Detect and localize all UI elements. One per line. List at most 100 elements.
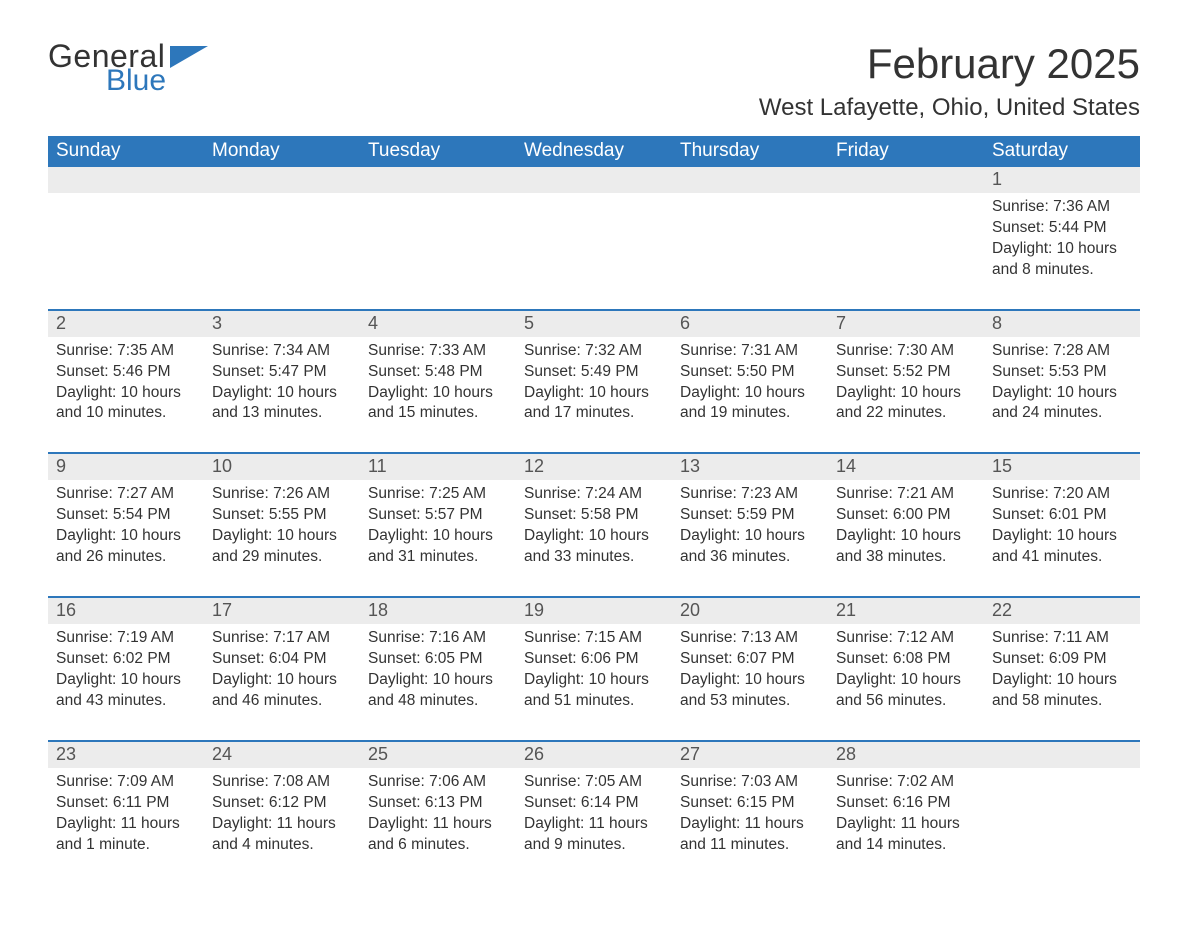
day-sunset: Sunset: 5:49 PM [524, 362, 664, 383]
day-cell: Sunrise: 7:35 AMSunset: 5:46 PMDaylight:… [48, 337, 204, 435]
day-cell: Sunrise: 7:24 AMSunset: 5:58 PMDaylight:… [516, 480, 672, 578]
day-cells-row: Sunrise: 7:09 AMSunset: 6:11 PMDaylight:… [48, 768, 1140, 866]
day-daylight1: Daylight: 10 hours [992, 383, 1132, 404]
day-sunset: Sunset: 6:09 PM [992, 649, 1132, 670]
day-sunset: Sunset: 6:04 PM [212, 649, 352, 670]
day-daylight1: Daylight: 10 hours [368, 526, 508, 547]
day-cell: Sunrise: 7:12 AMSunset: 6:08 PMDaylight:… [828, 624, 984, 722]
day-cells-row: Sunrise: 7:19 AMSunset: 6:02 PMDaylight:… [48, 624, 1140, 722]
day-daylight2: and 4 minutes. [212, 835, 352, 856]
day-cell: Sunrise: 7:31 AMSunset: 5:50 PMDaylight:… [672, 337, 828, 435]
day-sunrise: Sunrise: 7:33 AM [368, 341, 508, 362]
calendar: Sunday Monday Tuesday Wednesday Thursday… [48, 136, 1140, 865]
day-daylight2: and 8 minutes. [992, 260, 1132, 281]
day-cell: Sunrise: 7:26 AMSunset: 5:55 PMDaylight:… [204, 480, 360, 578]
day-sunrise: Sunrise: 7:15 AM [524, 628, 664, 649]
day-number: 8 [984, 311, 1140, 337]
brand-word2: Blue [106, 66, 166, 96]
calendar-week: 232425262728Sunrise: 7:09 AMSunset: 6:11… [48, 740, 1140, 866]
weekday-header-row: Sunday Monday Tuesday Wednesday Thursday… [48, 136, 1140, 167]
day-daylight1: Daylight: 10 hours [56, 526, 196, 547]
day-daylight2: and 46 minutes. [212, 691, 352, 712]
day-number: 25 [360, 742, 516, 768]
calendar-week: 16171819202122Sunrise: 7:19 AMSunset: 6:… [48, 596, 1140, 722]
day-cell: Sunrise: 7:36 AMSunset: 5:44 PMDaylight:… [984, 193, 1140, 291]
day-sunrise: Sunrise: 7:06 AM [368, 772, 508, 793]
day-number [672, 167, 828, 193]
weekday-header: Monday [204, 136, 360, 167]
weekday-header: Thursday [672, 136, 828, 167]
day-sunrise: Sunrise: 7:02 AM [836, 772, 976, 793]
day-cell: Sunrise: 7:03 AMSunset: 6:15 PMDaylight:… [672, 768, 828, 866]
day-cell: Sunrise: 7:09 AMSunset: 6:11 PMDaylight:… [48, 768, 204, 866]
day-sunset: Sunset: 5:58 PM [524, 505, 664, 526]
day-cells-row: Sunrise: 7:27 AMSunset: 5:54 PMDaylight:… [48, 480, 1140, 578]
day-sunrise: Sunrise: 7:08 AM [212, 772, 352, 793]
calendar-week: 2345678Sunrise: 7:35 AMSunset: 5:46 PMDa… [48, 309, 1140, 435]
day-number: 27 [672, 742, 828, 768]
month-title: February 2025 [759, 40, 1140, 88]
day-daylight1: Daylight: 10 hours [56, 383, 196, 404]
day-daylight2: and 6 minutes. [368, 835, 508, 856]
day-daylight1: Daylight: 10 hours [56, 670, 196, 691]
day-sunset: Sunset: 5:53 PM [992, 362, 1132, 383]
day-cell: Sunrise: 7:19 AMSunset: 6:02 PMDaylight:… [48, 624, 204, 722]
day-daylight2: and 13 minutes. [212, 403, 352, 424]
day-daylight2: and 1 minute. [56, 835, 196, 856]
day-daylight2: and 31 minutes. [368, 547, 508, 568]
day-number-strip: 232425262728 [48, 742, 1140, 768]
day-number: 3 [204, 311, 360, 337]
day-daylight1: Daylight: 10 hours [368, 383, 508, 404]
day-cell: Sunrise: 7:11 AMSunset: 6:09 PMDaylight:… [984, 624, 1140, 722]
weekday-header: Sunday [48, 136, 204, 167]
day-sunset: Sunset: 5:47 PM [212, 362, 352, 383]
day-sunset: Sunset: 5:55 PM [212, 505, 352, 526]
day-number: 19 [516, 598, 672, 624]
day-number-strip: 9101112131415 [48, 454, 1140, 480]
day-daylight1: Daylight: 10 hours [524, 526, 664, 547]
day-sunrise: Sunrise: 7:05 AM [524, 772, 664, 793]
day-number [516, 167, 672, 193]
day-daylight2: and 19 minutes. [680, 403, 820, 424]
day-number: 26 [516, 742, 672, 768]
day-sunset: Sunset: 6:15 PM [680, 793, 820, 814]
day-daylight1: Daylight: 10 hours [992, 239, 1132, 260]
day-sunset: Sunset: 5:50 PM [680, 362, 820, 383]
day-daylight1: Daylight: 10 hours [836, 670, 976, 691]
day-daylight1: Daylight: 10 hours [992, 526, 1132, 547]
day-sunrise: Sunrise: 7:31 AM [680, 341, 820, 362]
day-sunset: Sunset: 5:57 PM [368, 505, 508, 526]
day-daylight1: Daylight: 10 hours [212, 670, 352, 691]
day-number: 13 [672, 454, 828, 480]
day-sunset: Sunset: 6:05 PM [368, 649, 508, 670]
flag-icon [170, 46, 208, 72]
day-cell: Sunrise: 7:27 AMSunset: 5:54 PMDaylight:… [48, 480, 204, 578]
day-daylight2: and 9 minutes. [524, 835, 664, 856]
day-cell: Sunrise: 7:17 AMSunset: 6:04 PMDaylight:… [204, 624, 360, 722]
day-daylight1: Daylight: 11 hours [836, 814, 976, 835]
day-number: 1 [984, 167, 1140, 193]
day-cell: Sunrise: 7:33 AMSunset: 5:48 PMDaylight:… [360, 337, 516, 435]
day-cell [204, 193, 360, 291]
day-sunset: Sunset: 6:01 PM [992, 505, 1132, 526]
day-sunrise: Sunrise: 7:35 AM [56, 341, 196, 362]
day-number [360, 167, 516, 193]
day-sunrise: Sunrise: 7:26 AM [212, 484, 352, 505]
day-sunset: Sunset: 6:00 PM [836, 505, 976, 526]
weekday-header: Saturday [984, 136, 1140, 167]
day-number: 9 [48, 454, 204, 480]
weekday-header: Friday [828, 136, 984, 167]
day-cell: Sunrise: 7:30 AMSunset: 5:52 PMDaylight:… [828, 337, 984, 435]
title-block: February 2025 West Lafayette, Ohio, Unit… [759, 40, 1140, 122]
day-cell: Sunrise: 7:05 AMSunset: 6:14 PMDaylight:… [516, 768, 672, 866]
day-sunset: Sunset: 6:14 PM [524, 793, 664, 814]
day-number: 23 [48, 742, 204, 768]
day-cell: Sunrise: 7:32 AMSunset: 5:49 PMDaylight:… [516, 337, 672, 435]
day-cell: Sunrise: 7:34 AMSunset: 5:47 PMDaylight:… [204, 337, 360, 435]
day-number: 15 [984, 454, 1140, 480]
day-daylight1: Daylight: 10 hours [368, 670, 508, 691]
day-sunset: Sunset: 6:07 PM [680, 649, 820, 670]
day-daylight2: and 56 minutes. [836, 691, 976, 712]
day-daylight1: Daylight: 11 hours [680, 814, 820, 835]
day-number: 24 [204, 742, 360, 768]
